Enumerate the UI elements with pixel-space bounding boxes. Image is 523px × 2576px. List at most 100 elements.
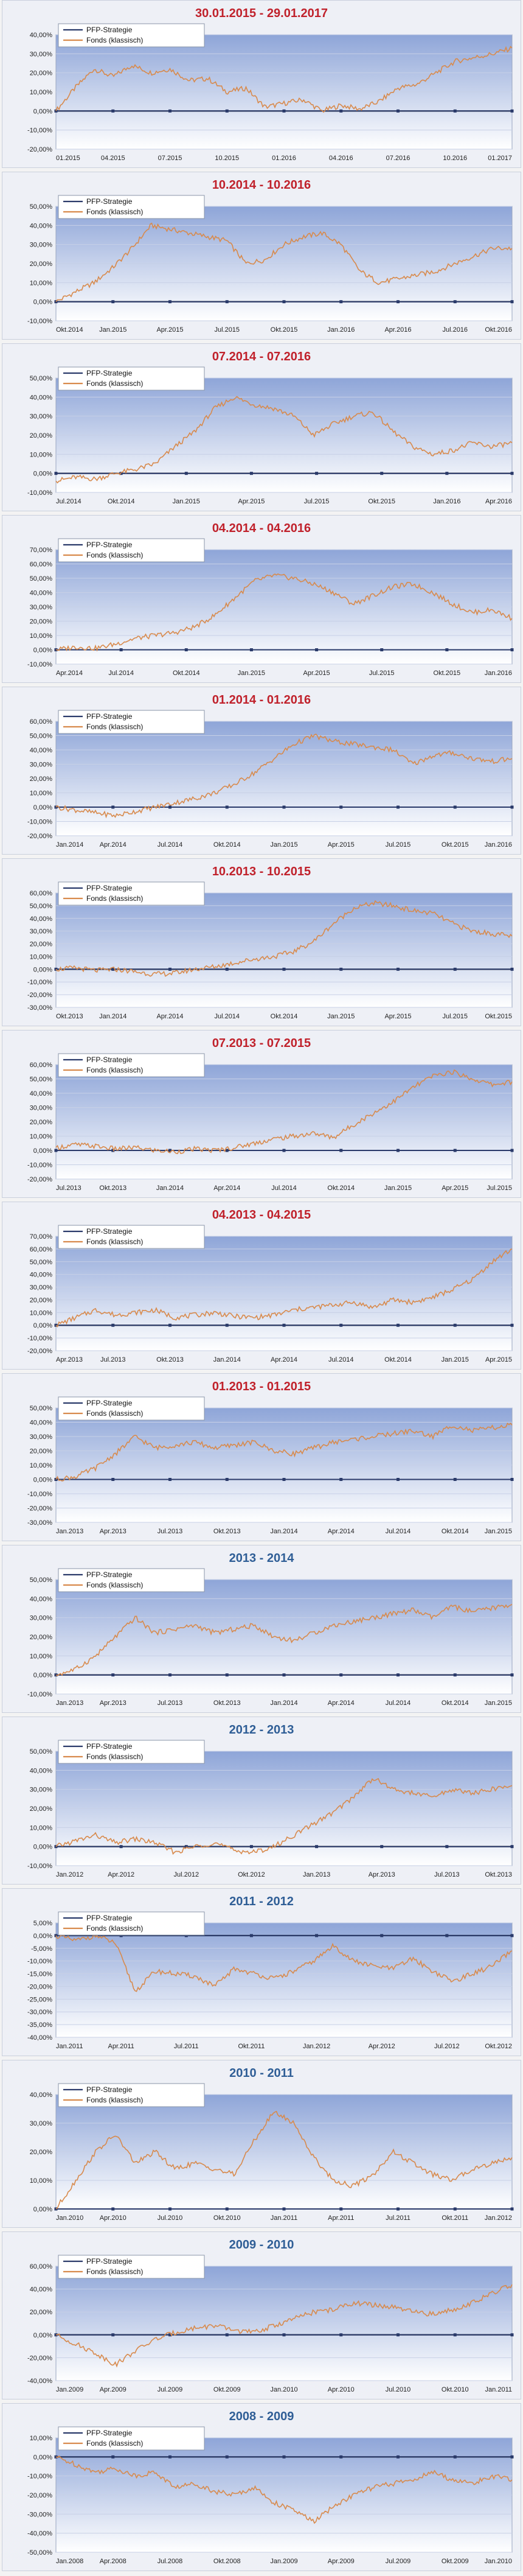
y-tick-label: 20,00% [30,775,53,783]
x-tick-label: Jul.2014 [214,1013,240,1020]
x-tick-label: Jul.2015 [304,498,330,505]
y-tick-label: 0,00% [33,1844,52,1851]
legend-label: Fonds (klassisch) [86,723,143,731]
legend-box [58,2255,205,2279]
y-tick-label: 70,00% [30,1233,53,1241]
legend-label: PFP-Strategie [86,1742,133,1751]
x-tick-label: Jul.2015 [214,326,240,334]
series-line-fonds-klassisch [55,396,513,484]
x-tick-label: Jul.2010 [386,2386,411,2393]
x-tick-label: Apr.2015 [238,498,265,505]
y-tick-label: -10,00% [27,1162,52,1169]
chart-svg: -20,00% -10,00% 0,00% 10,00% 20,00% 30,00% 40,… [27,1225,514,1363]
x-tick-label: Apr.2009 [100,2386,126,2393]
legend-box [58,710,205,734]
x-tick-label: Apr.2012 [369,2043,395,2050]
x-tick-label: Jan.2015 [442,1356,469,1363]
y-tick-label: -30,00% [27,1519,52,1527]
x-tick-label: 10.2015 [215,155,239,162]
x-tick-label: Jan.2016 [485,670,512,677]
y-tick-label: -10,00% [27,1491,52,1498]
legend-label: PFP-Strategie [86,2429,133,2437]
y-tick-label: 20,00% [30,1448,53,1455]
x-tick-label: Apr.2014 [100,841,126,849]
x-tick-label: Apr.2008 [100,2558,126,2565]
x-tick-label: Okt.2013 [213,1699,241,1707]
x-tick-label: Jan.2014 [270,1699,297,1707]
legend-label: PFP-Strategie [86,2257,133,2266]
chart-panel: 07.2014 - 07.2016 -10,00% 0,00% 10,00% 20,00… [2,343,521,511]
y-tick-label: -10,00% [27,661,52,668]
y-tick-label: 10,00% [30,451,53,458]
chart-title: 2013 - 2014 [229,1552,294,1565]
x-tick-label: Jul.2008 [158,2558,183,2565]
x-tick-label: Okt.2009 [213,2386,241,2393]
x-tick-label: Okt.2013 [485,1871,512,1878]
legend-label: Fonds (klassisch) [86,2439,143,2448]
series-line-fonds-klassisch [55,2455,513,2524]
x-tick-label: Jul.2014 [271,1185,297,1192]
x-tick-label: Okt.2015 [368,498,395,505]
x-tick-label: Apr.2015 [442,1185,468,1192]
y-tick-label: 40,00% [30,1090,53,1097]
x-tick-label: Apr.2011 [328,2214,354,2222]
chart-title: 04.2013 - 04.2015 [212,1208,311,1222]
x-tick-label: Okt.2009 [442,2558,469,2565]
y-tick-label: 0,00% [33,2206,52,2213]
x-tick-label: Jul.2009 [386,2558,411,2565]
x-tick-label: Apr.2016 [384,326,411,334]
x-tick-label: Jul.2013 [158,1699,183,1707]
x-tick-label: Okt.2015 [434,670,461,677]
chart-svg: -30,00% -20,00% -10,00% 0,00% 10,00% 20,00% 30… [27,1396,514,1535]
chart-svg: -10,00% 0,00% 10,00% 20,00% 30,00% 40,00% 50,0… [27,195,514,334]
legend-label: PFP-Strategie [86,884,133,892]
y-tick-label: 30,00% [30,1615,53,1622]
x-tick-label: Jul.2012 [173,1871,199,1878]
chart-title: 2012 - 2013 [229,1723,294,1737]
y-tick-label: 10,00% [30,2435,53,2442]
x-tick-label: Okt.2013 [156,1356,184,1363]
chart-svg: -10,00% 0,00% 10,00% 20,00% 30,00% 40,00% 50,0… [27,1740,514,1878]
y-tick-label: 10,00% [30,1133,53,1141]
y-tick-label: 40,00% [30,915,53,923]
y-tick-label: -5,00% [31,1945,52,1953]
x-tick-label: Jan.2008 [56,2558,83,2565]
y-tick-label: 10,00% [30,1824,53,1832]
y-tick-label: -20,00% [27,1983,52,1990]
chart-title: 30.01.2015 - 29.01.2017 [195,7,328,20]
x-tick-label: Apr.2013 [369,1871,395,1878]
y-tick-label: 5,00% [33,1920,52,1927]
legend-label: Fonds (klassisch) [86,2267,143,2276]
x-tick-label: Jan.2014 [99,1013,126,1020]
chart-panel: 2008 - 2009 -50,00% -40,00% -30,00% -20,00% -… [2,2403,521,2571]
legend-box [58,2426,205,2451]
y-tick-label: 30,00% [30,51,53,58]
series-line-fonds-klassisch [55,733,513,819]
x-tick-label: Okt.2015 [271,326,298,334]
x-tick-label: Jul.2013 [100,1356,126,1363]
x-tick-label: Jan.2015 [485,1528,512,1535]
x-tick-label: Apr.2012 [108,1871,134,1878]
x-tick-label: Jan.2011 [56,2043,83,2050]
y-tick-label: 60,00% [30,1062,53,1069]
chart-panel: 01.2014 - 01.2016 -20,00% -10,00% 0,00% 10,0… [2,687,521,855]
x-tick-label: Okt.2015 [442,841,469,849]
y-tick-label: -10,00% [27,2473,52,2480]
y-tick-label: 30,00% [30,1105,53,1112]
x-tick-label: Jan.2015 [270,841,297,849]
legend-box [58,1568,205,1592]
y-tick-label: 40,00% [30,1419,53,1427]
series-line-fonds-klassisch [55,1069,513,1155]
chart-svg: -10,00% 0,00% 10,00% 20,00% 30,00% 40,00% 50,0… [27,366,514,505]
y-tick-label: -10,00% [27,819,52,826]
y-tick-label: -50,00% [27,2549,52,2557]
chart-svg: -40,00% -20,00% 0,00% 20,00% 40,00% 60,00% Jan… [27,2255,514,2393]
y-tick-label: 20,00% [30,1297,53,1304]
y-tick-label: -10,00% [27,1863,52,1870]
y-tick-label: -20,00% [27,1348,52,1355]
